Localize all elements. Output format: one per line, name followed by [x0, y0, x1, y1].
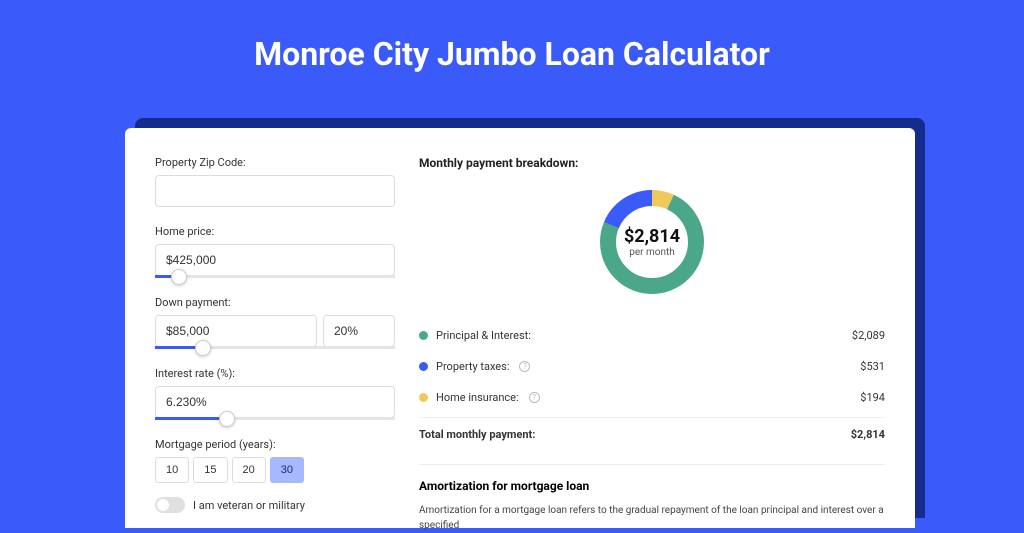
info-icon[interactable]: ? — [529, 392, 540, 403]
legend-label: Principal & Interest: — [436, 329, 531, 342]
period-option-30[interactable]: 30 — [270, 457, 304, 483]
donut-amount: $2,814 — [624, 226, 680, 247]
legend-row: Property taxes:? $531 — [419, 351, 885, 382]
homeprice-input[interactable] — [155, 244, 395, 276]
interest-slider-handle[interactable] — [219, 411, 235, 427]
interest-input[interactable] — [155, 386, 395, 418]
amortization-section: Amortization for mortgage loan Amortizat… — [419, 464, 885, 533]
legend-value: $2,089 — [852, 329, 885, 342]
period-label: Mortgage period (years): — [155, 438, 395, 451]
veteran-toggle-row: I am veteran or military — [155, 497, 395, 513]
legend-dot-icon — [419, 331, 428, 340]
legend-label: Property taxes: — [436, 360, 509, 373]
legend-label: Home insurance: — [436, 391, 519, 404]
donut-chart: $2,814 per month — [592, 182, 712, 302]
veteran-toggle-knob — [157, 499, 169, 511]
form-column: Property Zip Code: Home price: Down paym… — [155, 156, 395, 500]
interest-label: Interest rate (%): — [155, 367, 395, 380]
legend-dot-icon — [419, 393, 428, 402]
interest-slider[interactable] — [155, 417, 395, 420]
breakdown-title: Monthly payment breakdown: — [419, 156, 885, 170]
legend-value: $531 — [860, 360, 885, 373]
homeprice-label: Home price: — [155, 225, 395, 238]
legend-list: Principal & Interest: $2,089 Property taxe… — [419, 320, 885, 413]
legend-total-value: $2,814 — [851, 428, 885, 441]
amortization-text: Amortization for a mortgage loan refers … — [419, 503, 885, 533]
interest-field-group: Interest rate (%): — [155, 367, 395, 420]
downpayment-label: Down payment: — [155, 296, 395, 309]
zip-input[interactable] — [155, 175, 395, 207]
homeprice-slider-handle[interactable] — [171, 269, 187, 285]
info-icon[interactable]: ? — [519, 361, 530, 372]
donut-chart-wrap: $2,814 per month — [419, 182, 885, 302]
donut-sub: per month — [629, 247, 675, 258]
legend-row: Home insurance:? $194 — [419, 382, 885, 413]
legend-dot-icon — [419, 362, 428, 371]
calculator-card: Property Zip Code: Home price: Down paym… — [125, 128, 915, 528]
homeprice-field-group: Home price: — [155, 225, 395, 278]
page-title: Monroe City Jumbo Loan Calculator — [0, 0, 1024, 98]
legend-value: $194 — [860, 391, 885, 404]
veteran-toggle[interactable] — [155, 497, 185, 513]
period-option-10[interactable]: 10 — [155, 457, 189, 483]
legend-total-row: Total monthly payment: $2,814 — [419, 417, 885, 450]
downpayment-amount-input[interactable] — [155, 315, 317, 347]
period-option-20[interactable]: 20 — [232, 457, 266, 483]
legend-total-label: Total monthly payment: — [419, 428, 535, 441]
donut-center: $2,814 per month — [592, 182, 712, 302]
downpayment-slider[interactable] — [155, 346, 395, 349]
breakdown-column: Monthly payment breakdown: $2,814 per mo… — [419, 156, 885, 500]
period-options: 10152030 — [155, 457, 395, 483]
veteran-label: I am veteran or military — [193, 499, 305, 512]
downpayment-slider-handle[interactable] — [195, 340, 211, 356]
period-option-15[interactable]: 15 — [193, 457, 227, 483]
period-field-group: Mortgage period (years): 10152030 — [155, 438, 395, 483]
zip-field-group: Property Zip Code: — [155, 156, 395, 207]
legend-row: Principal & Interest: $2,089 — [419, 320, 885, 351]
homeprice-slider[interactable] — [155, 275, 395, 278]
downpayment-percent-input[interactable] — [323, 315, 395, 347]
amortization-title: Amortization for mortgage loan — [419, 479, 885, 493]
zip-label: Property Zip Code: — [155, 156, 395, 169]
downpayment-field-group: Down payment: — [155, 296, 395, 349]
